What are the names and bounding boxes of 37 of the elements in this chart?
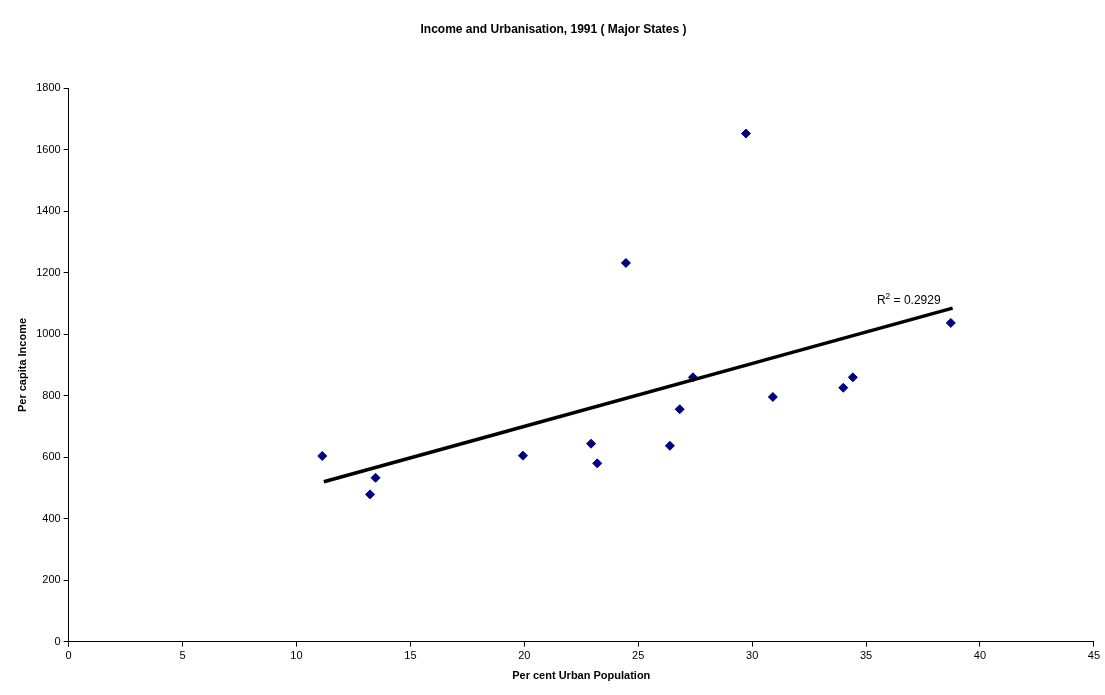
y-tick-label: 400 (42, 511, 61, 524)
y-tick-label: 1600 (36, 142, 61, 155)
x-tick-label: 5 (179, 649, 186, 662)
y-tick-label: 1800 (36, 81, 61, 94)
y-tick-label: 1200 (36, 265, 61, 278)
point (317, 450, 328, 461)
point (847, 372, 858, 383)
x-tick-label: 15 (404, 649, 417, 662)
y-axis-title: Per capita Income (15, 317, 28, 413)
point (586, 438, 597, 449)
x-tick-label: 45 (1087, 649, 1101, 662)
x-tick-label: 0 (65, 649, 72, 662)
point (740, 128, 751, 139)
x-tick-label: 40 (973, 649, 987, 662)
y-tick-label: 800 (42, 388, 61, 401)
y-tick-label: 0 (54, 634, 61, 647)
point (517, 450, 528, 461)
point (370, 472, 381, 483)
point (592, 458, 603, 469)
point (838, 382, 849, 393)
y-tick-label: 600 (42, 450, 61, 463)
y-tick-label: 1400 (36, 204, 61, 217)
point (620, 257, 631, 268)
y-tick-label: 200 (42, 573, 61, 586)
x-tick-label: 20 (518, 649, 531, 662)
x-tick-label: 10 (290, 649, 303, 662)
y-tick-label: 1000 (36, 327, 61, 340)
point (945, 317, 956, 328)
point (674, 404, 685, 415)
point (767, 391, 778, 402)
point (365, 489, 376, 500)
chart-title: Income and Urbanisation, 1991 ( Major States ) (420, 21, 687, 36)
point (664, 440, 675, 451)
x-tick-label: 25 (632, 649, 645, 662)
x-tick-label: 35 (859, 649, 873, 662)
x-tick-label: 30 (746, 649, 759, 662)
x-axis-title: Per cent Urban Population (512, 669, 651, 682)
